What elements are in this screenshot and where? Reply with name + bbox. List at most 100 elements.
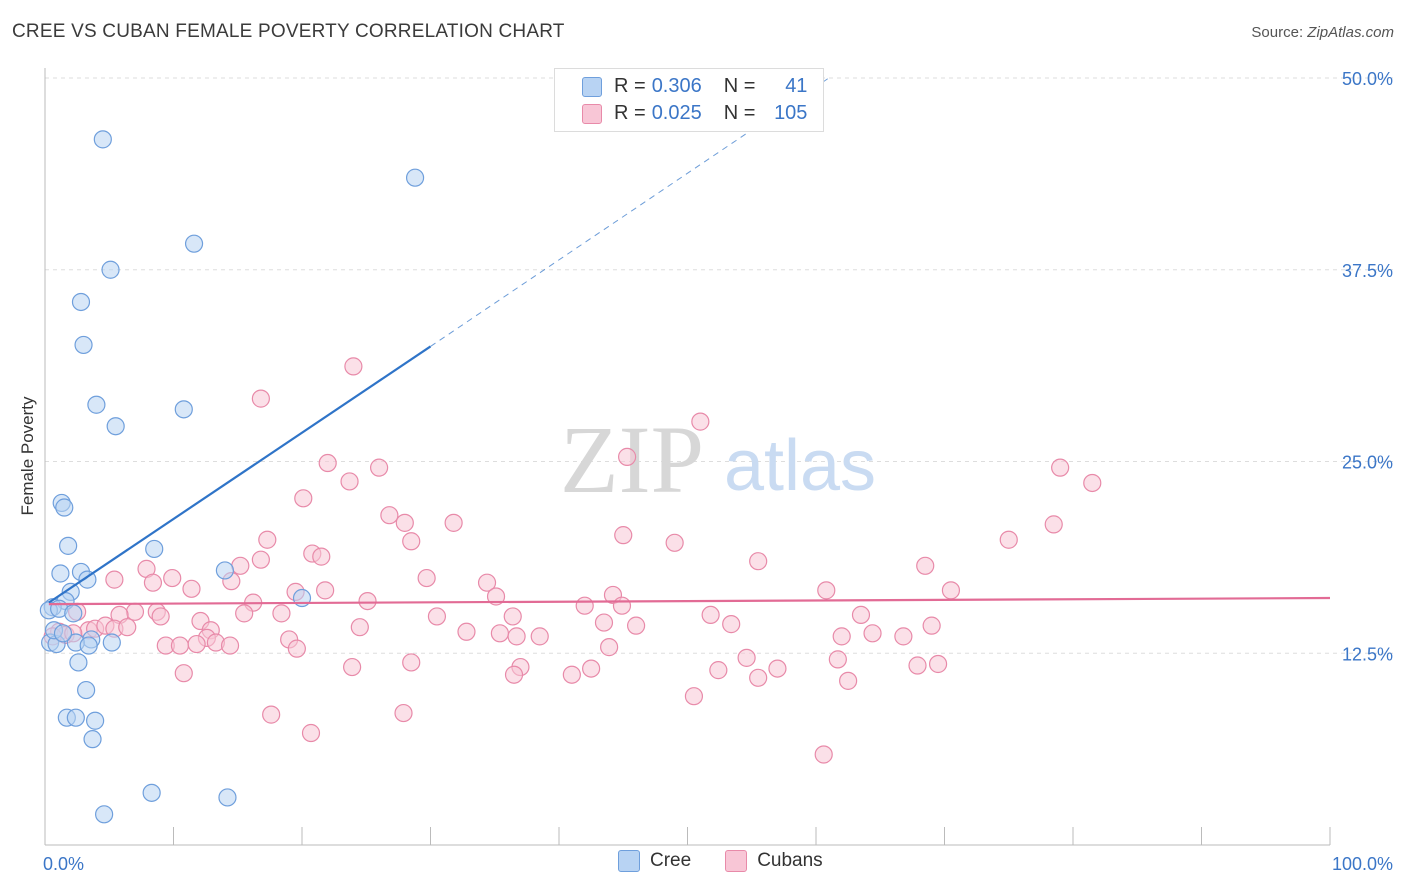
cree-point xyxy=(53,624,73,643)
cubans-r-value: 0.025 xyxy=(651,102,702,124)
cubans-point xyxy=(768,659,787,678)
cubans-point xyxy=(922,616,941,635)
cree-point xyxy=(51,564,70,583)
legend-row-cubans: R = 0.025 N = 105 xyxy=(555,100,807,127)
series-legend: Cree Cubans xyxy=(618,850,857,872)
cubans-point xyxy=(318,453,337,473)
cree-point xyxy=(77,680,96,700)
cubans-point xyxy=(395,513,414,532)
cubans-point xyxy=(251,550,270,569)
n-label: N = xyxy=(723,102,756,124)
cubans-point xyxy=(575,596,594,615)
legend-label-cree: Cree xyxy=(650,850,692,871)
cubans-point xyxy=(358,591,377,611)
trend-lines xyxy=(48,77,1331,606)
cubans-point xyxy=(294,489,313,508)
cubans-point xyxy=(151,607,170,626)
cubans-point xyxy=(457,622,476,641)
n-label: N = xyxy=(723,75,756,97)
cubans-point xyxy=(839,671,858,690)
cree-point xyxy=(59,536,78,555)
x-tick-label-min: 0.0% xyxy=(43,854,84,874)
cubans-point xyxy=(817,581,836,600)
cubans-point xyxy=(262,705,281,724)
cubans-point xyxy=(272,604,291,623)
legend-item-cubans: Cubans xyxy=(725,850,823,872)
cubans-point xyxy=(427,607,447,626)
cubans-point xyxy=(182,579,201,598)
cubans-n-value: 105 xyxy=(774,102,808,124)
legend-row-cree: R = 0.306 N = 41 xyxy=(555,73,807,100)
cubans-point xyxy=(340,472,359,491)
cubans-point xyxy=(220,636,240,655)
cree-point xyxy=(174,400,193,419)
cubans-point xyxy=(174,664,193,683)
cubans-point xyxy=(684,687,704,706)
cubans-point xyxy=(722,615,741,634)
y-tick-label: 37.5% xyxy=(1342,261,1393,281)
cree-point xyxy=(64,604,83,623)
cubans-point xyxy=(582,659,601,678)
r-label: R = xyxy=(614,102,646,124)
cubans-point xyxy=(614,526,633,545)
source-name: ZipAtlas.com xyxy=(1307,24,1394,41)
cubans-point xyxy=(258,530,277,549)
cree-points xyxy=(39,130,425,824)
cubans-point xyxy=(530,627,549,646)
cubans-point xyxy=(600,638,619,657)
cree-point xyxy=(106,417,125,436)
y-tick-label: 50.0% xyxy=(1342,69,1393,89)
cubans-point xyxy=(477,573,497,592)
cubans-point xyxy=(143,573,163,592)
cubans-point xyxy=(490,624,509,643)
cubans-point xyxy=(701,605,720,625)
cree-swatch xyxy=(582,76,602,97)
cree-point xyxy=(93,130,112,149)
cree-point xyxy=(215,561,234,580)
cubans-point xyxy=(231,556,250,575)
cree-r-value: 0.306 xyxy=(651,75,702,97)
cubans-point xyxy=(894,627,913,646)
cubans-point xyxy=(851,605,871,625)
cubans-point xyxy=(350,618,369,637)
cree-point xyxy=(405,168,425,187)
cree-point xyxy=(55,498,74,517)
cree-swatch xyxy=(618,850,640,872)
cubans-point xyxy=(402,653,421,672)
cree-point xyxy=(83,730,102,749)
cree-point xyxy=(87,395,106,414)
cubans-point xyxy=(486,587,506,606)
cubans-point xyxy=(312,547,331,566)
cubans-point xyxy=(908,656,927,675)
source-attribution: Source: ZipAtlas.com xyxy=(1251,24,1394,41)
cubans-point xyxy=(1044,515,1063,534)
cubans-point xyxy=(832,627,851,646)
cubans-point xyxy=(105,570,124,589)
cubans-point xyxy=(562,665,581,684)
cree-point xyxy=(101,260,120,279)
cubans-point xyxy=(301,723,321,743)
cubans-point xyxy=(343,657,362,677)
cree-point xyxy=(218,788,237,807)
cubans-swatch xyxy=(582,103,602,124)
cubans-point xyxy=(444,513,463,532)
chart-title: CREE VS CUBAN FEMALE POVERTY CORRELATION… xyxy=(12,21,565,42)
x-tick-label-max: 100.0% xyxy=(1332,854,1393,874)
cree-trend-line xyxy=(48,345,432,604)
cree-point xyxy=(69,653,88,672)
cree-point xyxy=(142,783,161,802)
cree-point xyxy=(184,234,204,253)
cree-point xyxy=(79,636,98,655)
cubans-point xyxy=(187,634,206,654)
cree-point xyxy=(78,570,97,589)
cubans-point xyxy=(316,581,335,600)
legend-label-cubans: Cubans xyxy=(757,850,823,871)
cubans-point xyxy=(814,745,833,764)
cubans-point xyxy=(507,627,526,646)
watermark-atlas: atlas xyxy=(724,426,876,506)
cubans-point xyxy=(594,613,614,632)
axes xyxy=(44,68,1331,846)
cree-point xyxy=(66,708,85,727)
legend-item-cree: Cree xyxy=(618,850,691,872)
